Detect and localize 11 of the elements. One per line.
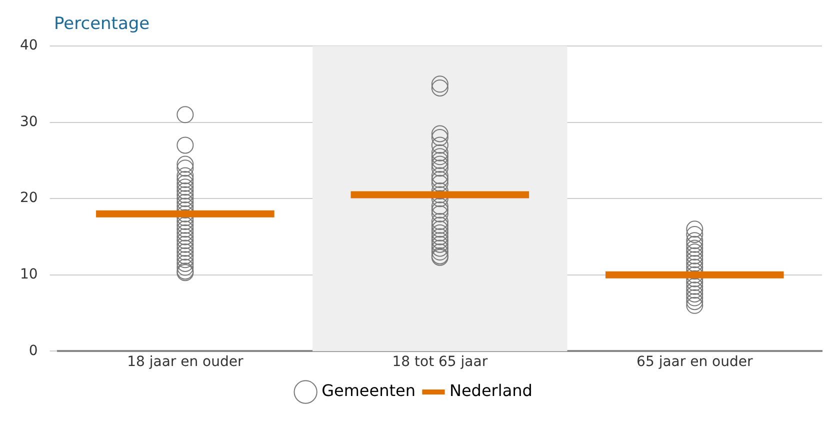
x-tick-label: 65 jaar en ouder [636, 354, 753, 370]
y-axis-title: Percentage [54, 14, 150, 34]
y-tick-label: 20 [20, 190, 38, 206]
y-tick-label: 10 [20, 266, 38, 283]
y-tick-label: 0 [28, 342, 38, 359]
y-tick-label: 30 [20, 114, 38, 130]
x-tick-label: 18 tot 65 jaar [392, 354, 488, 370]
y-tick-label: 40 [20, 38, 38, 54]
x-tick-label: 18 jaar en ouder [127, 354, 244, 370]
legend-label: Gemeenten [322, 381, 416, 400]
legend-label: Nederland [449, 381, 532, 400]
